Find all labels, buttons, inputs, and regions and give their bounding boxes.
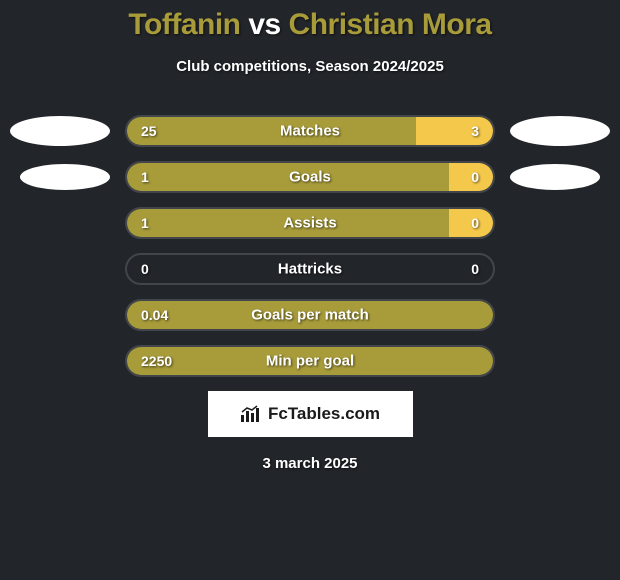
stat-bar: Min per goal 2250 (125, 345, 495, 377)
stat-value-right: 0 (471, 261, 479, 277)
stat-row: Min per goal 2250 (0, 345, 620, 377)
stat-value-left: 1 (141, 215, 149, 231)
stat-label: Assists (283, 215, 336, 232)
stat-bar: Hattricks 0 0 (125, 253, 495, 285)
stat-value-left: 0.04 (141, 307, 168, 323)
stat-value-right: 3 (471, 123, 479, 139)
title-player2: Christian Mora (289, 8, 492, 41)
comparison-infographic: Toffanin vs Christian Mora Club competit… (0, 0, 620, 472)
title-vs: vs (241, 8, 289, 41)
stat-value-right: 0 (471, 215, 479, 231)
bar-right-fill (416, 117, 493, 145)
stat-value-left: 25 (141, 123, 157, 139)
stat-label: Matches (280, 123, 340, 140)
stat-row: Hattricks 0 0 (0, 253, 620, 285)
stat-bar: Goals 1 0 (125, 161, 495, 193)
decorative-ellipse (510, 116, 610, 146)
stat-value-right: 0 (471, 169, 479, 185)
stat-label: Goals (289, 169, 331, 186)
stat-value-left: 2250 (141, 353, 172, 369)
subtitle: Club competitions, Season 2024/2025 (0, 58, 620, 75)
decorative-ellipse (10, 116, 110, 146)
stat-row: Goals per match 0.04 (0, 299, 620, 331)
bar-left-fill (127, 163, 449, 191)
stat-label: Goals per match (251, 307, 369, 324)
decorative-ellipse (20, 164, 110, 190)
chart-icon (240, 405, 262, 423)
date-text: 3 march 2025 (0, 455, 620, 472)
stat-value-left: 1 (141, 169, 149, 185)
page-title: Toffanin vs Christian Mora (0, 8, 620, 42)
stat-bar: Matches 25 3 (125, 115, 495, 147)
stat-row: Assists 1 0 (0, 207, 620, 239)
stat-label: Hattricks (278, 261, 342, 278)
title-player1: Toffanin (128, 8, 240, 41)
stat-value-left: 0 (141, 261, 149, 277)
bar-left-fill (127, 117, 416, 145)
brand-box: FcTables.com (208, 391, 413, 437)
decorative-ellipse (510, 164, 600, 190)
stat-bar: Goals per match 0.04 (125, 299, 495, 331)
stat-bar: Assists 1 0 (125, 207, 495, 239)
brand-text: FcTables.com (268, 404, 380, 424)
stats-area: Matches253Goals10Assists10Hattricks00Goa… (0, 115, 620, 377)
stat-label: Min per goal (266, 353, 354, 370)
